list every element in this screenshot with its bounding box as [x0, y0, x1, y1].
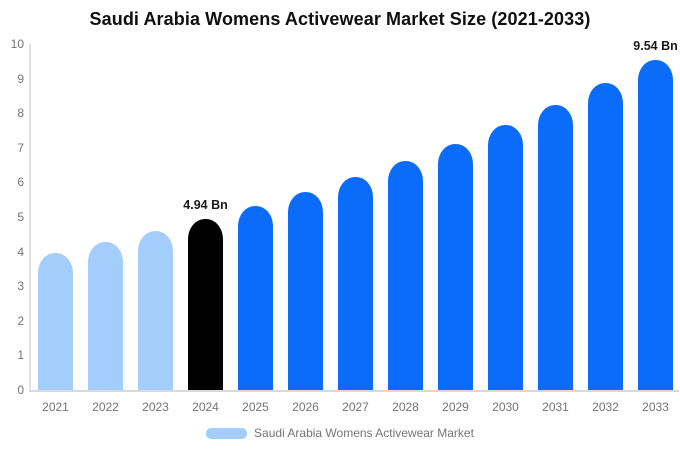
x-tick-label-2025: 2025 [242, 400, 269, 414]
y-tick-label-1: 1 [17, 348, 24, 363]
y-tick-label-0: 0 [17, 383, 24, 397]
y-tick-label-3: 3 [17, 279, 24, 294]
x-tick-label-2032: 2032 [592, 400, 619, 414]
y-tick-label-2: 2 [17, 313, 24, 328]
x-tick-label-2033: 2033 [642, 400, 669, 414]
y-tick-label-9: 9 [17, 71, 24, 86]
bar-2026[interactable] [288, 192, 323, 390]
x-tick-label-2026: 2026 [292, 400, 319, 414]
y-tick-label-5: 5 [17, 210, 24, 224]
y-tick-label-7: 7 [17, 140, 24, 155]
bar-2033[interactable] [638, 60, 673, 390]
bar-2022[interactable] [88, 242, 123, 390]
bar-2030[interactable] [488, 125, 523, 390]
x-axis-baseline [29, 390, 679, 392]
x-tick-label-2023: 2023 [142, 400, 169, 414]
x-tick-label-2021: 2021 [42, 400, 69, 414]
y-tick-label-4: 4 [17, 244, 24, 259]
bar-value-label-2033: 9.54 Bn [633, 39, 678, 53]
x-tick-label-2022: 2022 [92, 400, 119, 414]
x-tick-label-2028: 2028 [392, 400, 419, 414]
legend-label: Saudi Arabia Womens Activewear Market [254, 426, 474, 440]
x-tick-label-2024: 2024 [192, 400, 219, 414]
chart-title: Saudi Arabia Womens Activewear Market Si… [89, 9, 591, 29]
bar-2032[interactable] [588, 83, 623, 390]
x-tick-label-2027: 2027 [342, 400, 369, 414]
y-tick-label-6: 6 [17, 175, 24, 190]
bar-value-label-2024: 4.94 Bn [183, 198, 228, 212]
bar-2029[interactable] [438, 144, 473, 390]
x-tick-label-2029: 2029 [442, 400, 469, 414]
y-tick-label-8: 8 [17, 106, 24, 121]
bar-2025[interactable] [238, 206, 273, 390]
bar-2027[interactable] [338, 177, 373, 390]
bar-2031[interactable] [538, 105, 573, 390]
bar-2023[interactable] [138, 231, 173, 390]
legend-swatch [206, 427, 248, 439]
bar-2024[interactable] [188, 219, 223, 390]
x-tick-label-2031: 2031 [542, 400, 569, 414]
y-tick-label-10: 10 [10, 37, 24, 51]
bar-2021[interactable] [38, 253, 73, 390]
y-axis-line [29, 44, 31, 391]
x-tick-label-2030: 2030 [492, 400, 519, 414]
bar-2028[interactable] [388, 161, 423, 390]
legend: Saudi Arabia Womens Activewear Market [0, 426, 680, 440]
